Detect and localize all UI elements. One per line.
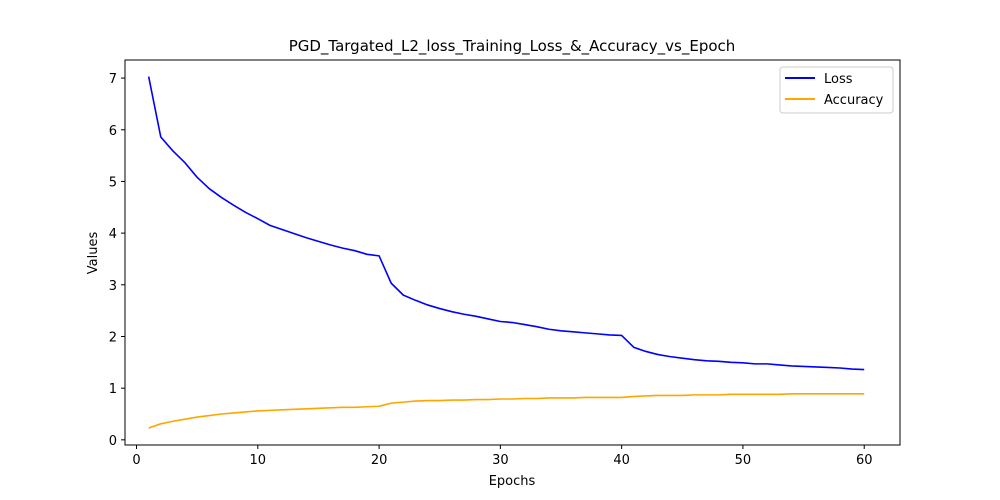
- y-tick-label: 1: [109, 382, 117, 397]
- series-line-loss: [147, 76, 865, 371]
- x-tick-label: 60: [856, 453, 873, 468]
- y-tick-label: 5: [109, 175, 117, 190]
- series-layer: [147, 76, 865, 429]
- x-axis-ticks: 0 10 20 30 40 50 60: [132, 445, 872, 468]
- x-tick-label: 10: [250, 453, 267, 468]
- x-tick-label: 20: [371, 453, 388, 468]
- y-tick-label: 0: [109, 434, 117, 449]
- legend-label-accuracy: Accuracy: [824, 93, 884, 108]
- y-tick-label: 7: [109, 72, 117, 87]
- plot-area: [124, 59, 901, 446]
- y-axis-label: Values: [86, 232, 101, 275]
- y-tick-label: 6: [109, 124, 117, 139]
- y-tick-label: 2: [109, 330, 117, 345]
- chart-title: PGD_Targated_L2_loss_Training_Loss_&_Acc…: [289, 37, 736, 56]
- x-tick-label: 40: [613, 453, 630, 468]
- x-tick-label: 0: [132, 453, 140, 468]
- x-tick-label: 30: [492, 453, 509, 468]
- y-axis-ticks: 0 1 2 3 4 5 6 7: [109, 72, 125, 449]
- y-tick-label: 4: [109, 227, 117, 242]
- legend: Loss Accuracy: [779, 66, 894, 114]
- y-tick-label: 3: [109, 279, 117, 294]
- x-axis-label: Epochs: [489, 474, 536, 489]
- series-line-accuracy: [148, 393, 865, 429]
- legend-label-loss: Loss: [824, 72, 853, 87]
- plot-frame: [124, 59, 901, 446]
- x-tick-label: 50: [735, 453, 752, 468]
